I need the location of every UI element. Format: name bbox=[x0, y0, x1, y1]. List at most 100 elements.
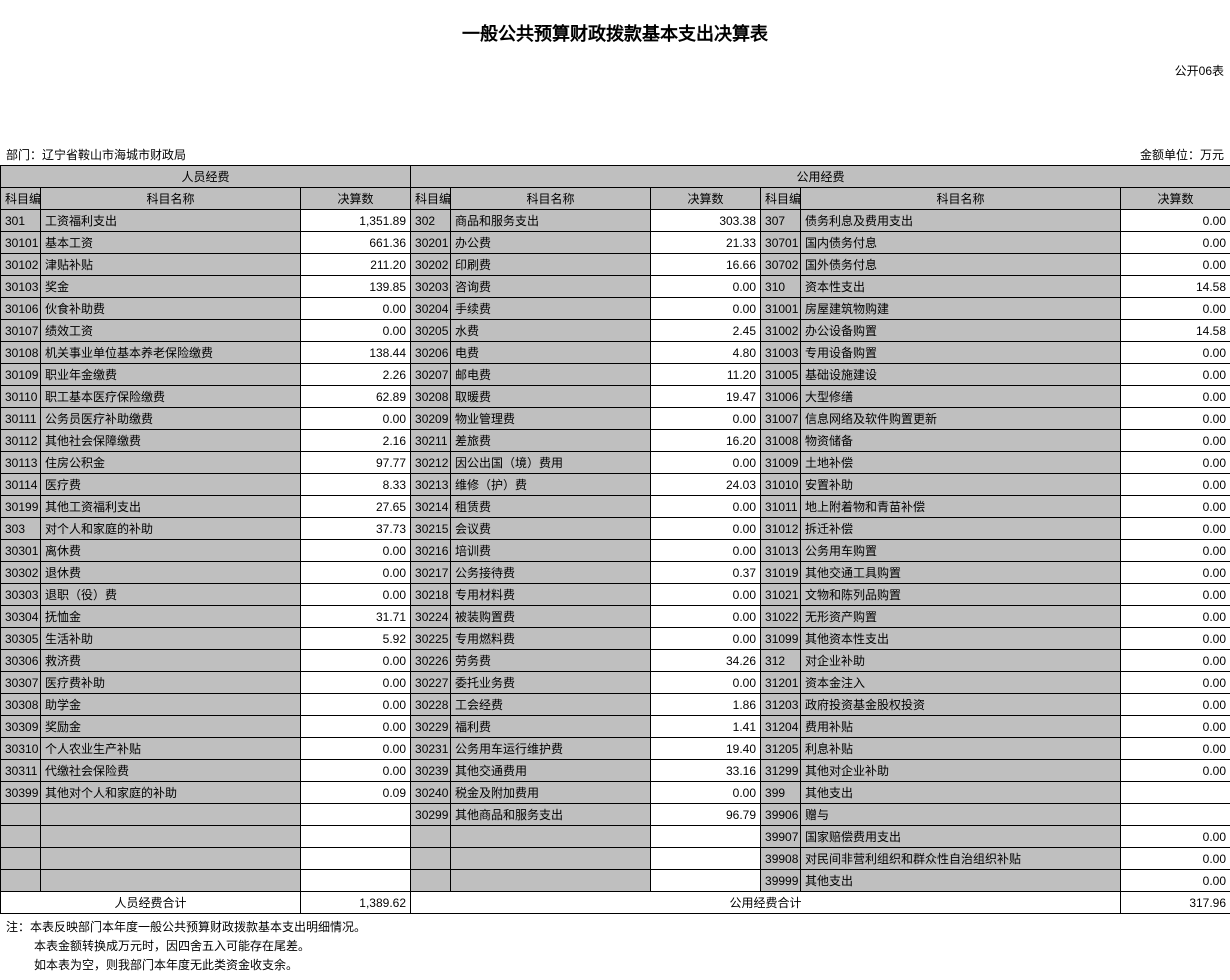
table-row: 30311代缴社会保险费0.0030239其他交通费用33.1631299其他对… bbox=[1, 760, 1230, 782]
item-code: 31203 bbox=[761, 694, 801, 716]
item-value: 0.00 bbox=[651, 452, 761, 474]
dept-info: 部门：辽宁省鞍山市海城市财政局 bbox=[6, 146, 186, 163]
budget-table: 人员经费 公用经费 科目编码 科目名称 决算数 科目编码 科目名称 决算数 科目… bbox=[0, 165, 1230, 914]
item-name: 医疗费补助 bbox=[41, 672, 301, 694]
item-value: 0.00 bbox=[651, 496, 761, 518]
item-name: 津贴补贴 bbox=[41, 254, 301, 276]
empty-cell bbox=[651, 848, 761, 870]
header-val-3: 决算数 bbox=[1121, 188, 1230, 210]
item-code: 30218 bbox=[411, 584, 451, 606]
item-value: 1.86 bbox=[651, 694, 761, 716]
item-value: 0.00 bbox=[1121, 298, 1230, 320]
item-code: 30227 bbox=[411, 672, 451, 694]
header-name-2: 科目名称 bbox=[451, 188, 651, 210]
item-name: 无形资产购置 bbox=[801, 606, 1121, 628]
empty-cell bbox=[301, 826, 411, 848]
item-value: 31.71 bbox=[301, 606, 411, 628]
table-row: 30299其他商品和服务支出96.7939906赠与 bbox=[1, 804, 1230, 826]
dept-name: 辽宁省鞍山市海城市财政局 bbox=[42, 148, 186, 162]
public-total-label: 公用经费合计 bbox=[411, 892, 1121, 914]
footnote-line: 如本表为空，则我部门本年度无此类资金收支余。 bbox=[6, 956, 1224, 975]
header-name-3: 科目名称 bbox=[801, 188, 1121, 210]
item-value: 0.00 bbox=[301, 320, 411, 342]
item-name: 专用燃料费 bbox=[451, 628, 651, 650]
item-code: 30302 bbox=[1, 562, 41, 584]
empty-cell bbox=[651, 870, 761, 892]
item-name: 奖金 bbox=[41, 276, 301, 298]
item-code: 30308 bbox=[1, 694, 41, 716]
table-row: 30103奖金139.8530203咨询费0.00310资本性支出14.58 bbox=[1, 276, 1230, 298]
item-code: 31002 bbox=[761, 320, 801, 342]
item-name: 公务用车购置 bbox=[801, 540, 1121, 562]
table-totals: 人员经费合计 1,389.62 公用经费合计 317.96 bbox=[1, 892, 1230, 914]
item-value: 0.00 bbox=[301, 562, 411, 584]
item-code: 30301 bbox=[1, 540, 41, 562]
item-value: 0.00 bbox=[651, 298, 761, 320]
item-value: 11.20 bbox=[651, 364, 761, 386]
table-row: 30108机关事业单位基本养老保险缴费138.4430206电费4.803100… bbox=[1, 342, 1230, 364]
item-code: 30199 bbox=[1, 496, 41, 518]
item-name: 生活补助 bbox=[41, 628, 301, 650]
item-code: 30306 bbox=[1, 650, 41, 672]
item-value: 96.79 bbox=[651, 804, 761, 826]
item-name: 其他社会保障缴费 bbox=[41, 430, 301, 452]
item-code: 30307 bbox=[1, 672, 41, 694]
item-value: 139.85 bbox=[301, 276, 411, 298]
table-row: 30113住房公积金97.7730212因公出国（境）费用0.0031009土地… bbox=[1, 452, 1230, 474]
item-name: 伙食补助费 bbox=[41, 298, 301, 320]
header-code-1: 科目编码 bbox=[1, 188, 41, 210]
item-value: 303.38 bbox=[651, 210, 761, 232]
item-name: 机关事业单位基本养老保险缴费 bbox=[41, 342, 301, 364]
item-value: 0.00 bbox=[1121, 870, 1230, 892]
item-name: 文物和陈列品购置 bbox=[801, 584, 1121, 606]
item-name: 其他对企业补助 bbox=[801, 760, 1121, 782]
item-name: 福利费 bbox=[451, 716, 651, 738]
item-code: 31005 bbox=[761, 364, 801, 386]
table-row: 30307医疗费补助0.0030227委托业务费0.0031201资本金注入0.… bbox=[1, 672, 1230, 694]
item-code: 39999 bbox=[761, 870, 801, 892]
item-code: 30311 bbox=[1, 760, 41, 782]
empty-cell bbox=[651, 826, 761, 848]
item-code: 30211 bbox=[411, 430, 451, 452]
item-code: 30204 bbox=[411, 298, 451, 320]
item-name: 救济费 bbox=[41, 650, 301, 672]
item-value: 0.00 bbox=[651, 408, 761, 430]
item-code: 30113 bbox=[1, 452, 41, 474]
item-name: 被装购置费 bbox=[451, 606, 651, 628]
item-code: 30701 bbox=[761, 232, 801, 254]
table-row: 30110职工基本医疗保险缴费62.8930208取暖费19.4731006大型… bbox=[1, 386, 1230, 408]
item-value: 27.65 bbox=[301, 496, 411, 518]
item-code: 31001 bbox=[761, 298, 801, 320]
item-value: 8.33 bbox=[301, 474, 411, 496]
item-value: 0.00 bbox=[301, 540, 411, 562]
item-code: 30305 bbox=[1, 628, 41, 650]
item-code: 30206 bbox=[411, 342, 451, 364]
item-name: 其他支出 bbox=[801, 870, 1121, 892]
item-name: 取暖费 bbox=[451, 386, 651, 408]
table-row: 30305生活补助5.9230225专用燃料费0.0031099其他资本性支出0… bbox=[1, 628, 1230, 650]
empty-cell bbox=[41, 804, 301, 826]
item-name: 土地补偿 bbox=[801, 452, 1121, 474]
item-name: 利息补贴 bbox=[801, 738, 1121, 760]
item-value: 0.00 bbox=[1121, 826, 1230, 848]
item-value: 0.00 bbox=[1121, 254, 1230, 276]
item-code: 31099 bbox=[761, 628, 801, 650]
table-row: 30109职业年金缴费2.2630207邮电费11.2031005基础设施建设0… bbox=[1, 364, 1230, 386]
budget-report: 一般公共预算财政拨款基本支出决算表 公开06表 部门：辽宁省鞍山市海城市财政局 … bbox=[0, 0, 1230, 980]
item-name: 办公费 bbox=[451, 232, 651, 254]
item-code: 30228 bbox=[411, 694, 451, 716]
empty-cell bbox=[41, 826, 301, 848]
item-value: 5.92 bbox=[301, 628, 411, 650]
item-value: 16.66 bbox=[651, 254, 761, 276]
item-name: 其他商品和服务支出 bbox=[451, 804, 651, 826]
item-name: 助学金 bbox=[41, 694, 301, 716]
item-value: 1,351.89 bbox=[301, 210, 411, 232]
item-value: 0.00 bbox=[651, 540, 761, 562]
header-val-2: 决算数 bbox=[651, 188, 761, 210]
item-name: 对个人和家庭的补助 bbox=[41, 518, 301, 540]
empty-cell bbox=[411, 826, 451, 848]
item-name: 维修（护）费 bbox=[451, 474, 651, 496]
item-value: 2.16 bbox=[301, 430, 411, 452]
item-name: 信息网络及软件购置更新 bbox=[801, 408, 1121, 430]
item-value: 0.00 bbox=[651, 276, 761, 298]
